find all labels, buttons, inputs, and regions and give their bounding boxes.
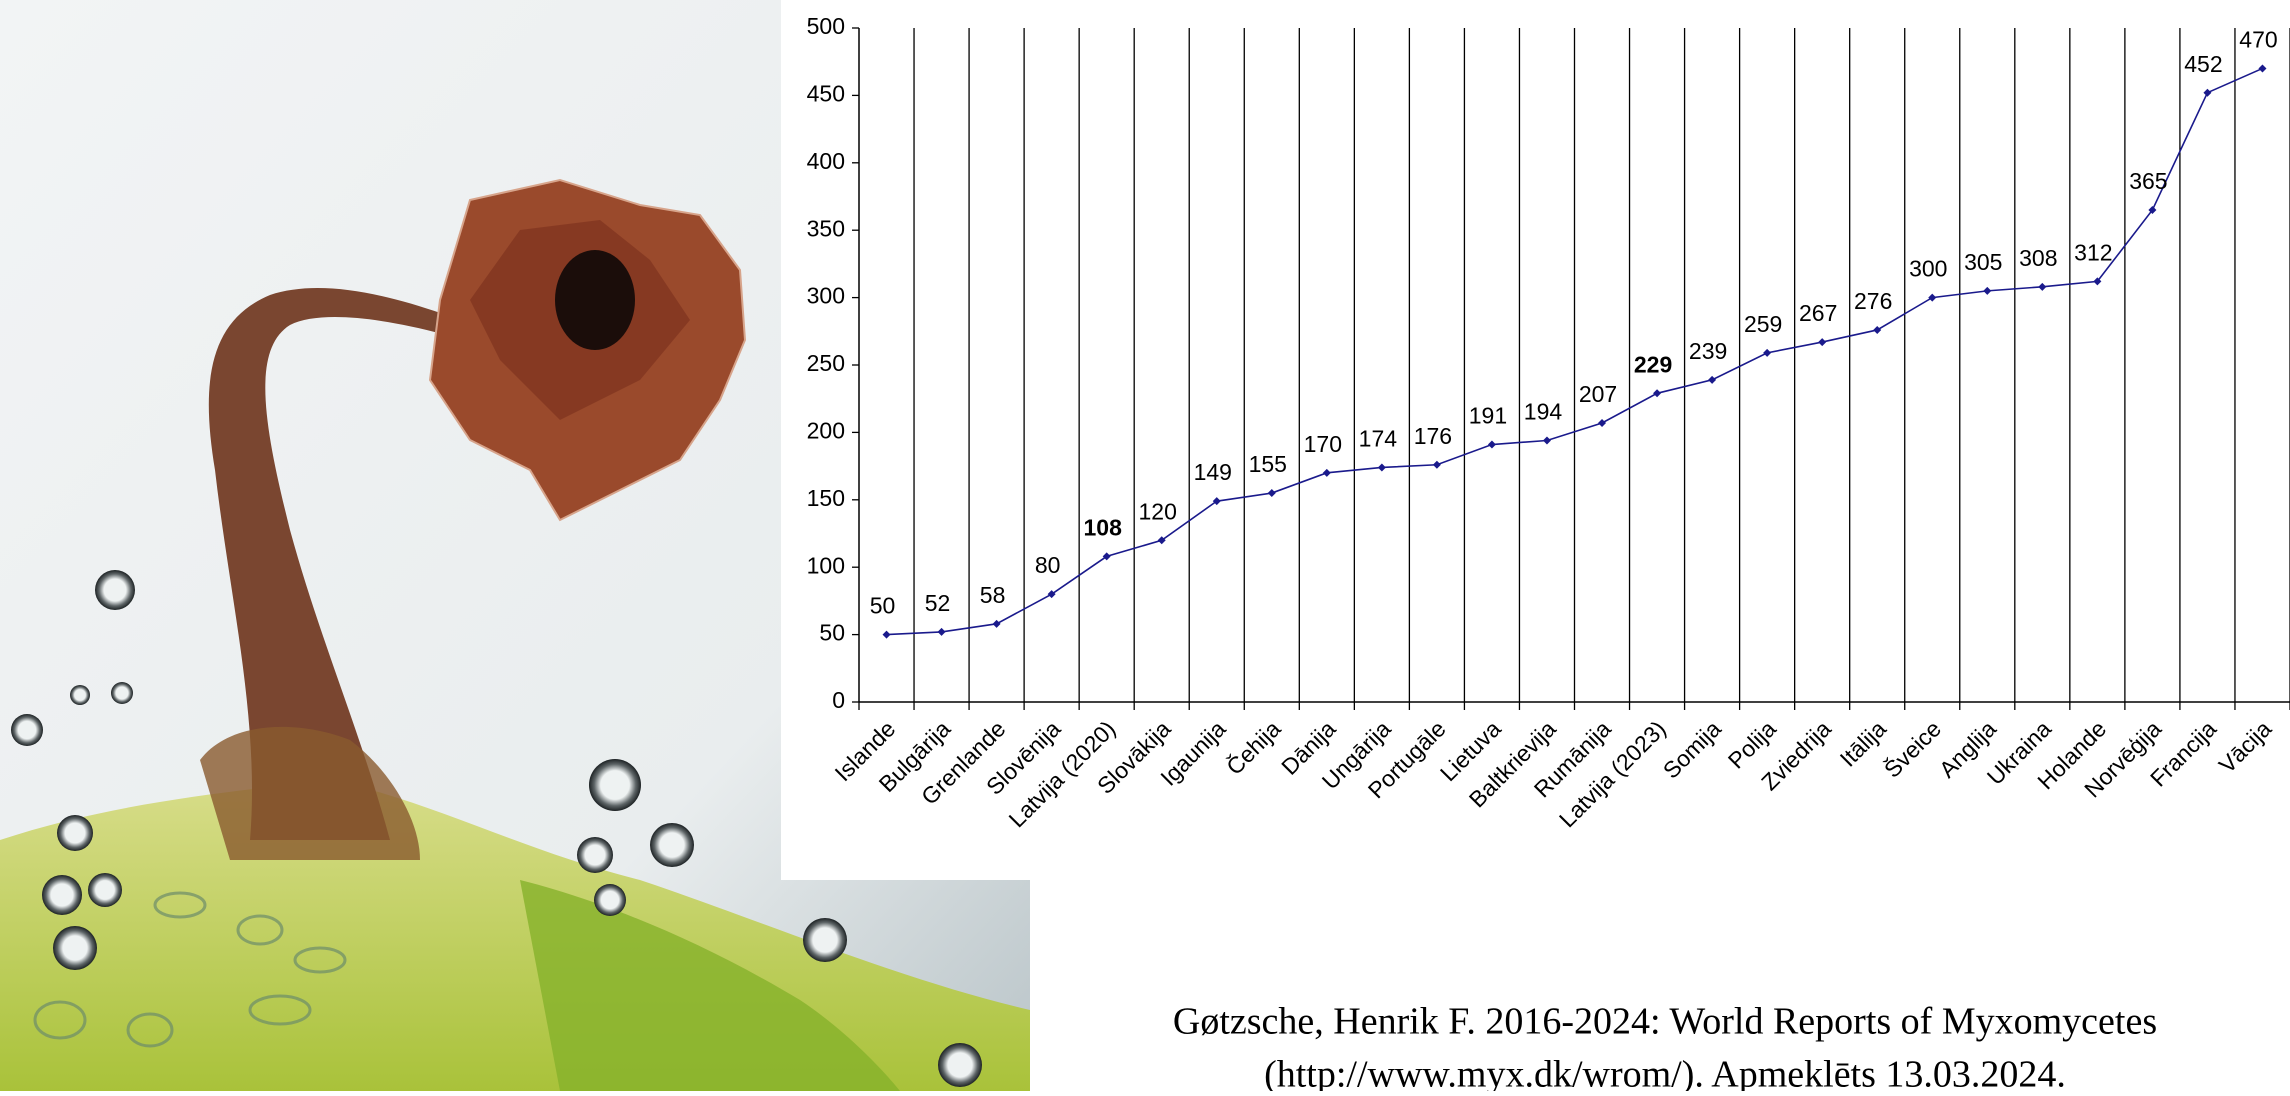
data-label: 191 bbox=[1469, 403, 1507, 429]
y-tick-label: 200 bbox=[807, 417, 845, 443]
data-label: 305 bbox=[1964, 249, 2002, 275]
y-tick-label: 100 bbox=[807, 552, 845, 578]
data-label: 194 bbox=[1524, 399, 1563, 425]
data-label: 170 bbox=[1304, 431, 1342, 457]
data-label: 229 bbox=[1634, 351, 1672, 377]
citation: (http://www.myx.dk/wrom/). Apmeklēts 13.… bbox=[1264, 1054, 2066, 1091]
y-tick-label: 500 bbox=[807, 13, 845, 39]
data-label: 120 bbox=[1139, 498, 1177, 524]
data-label: 267 bbox=[1799, 300, 1837, 326]
data-label: 52 bbox=[925, 590, 951, 616]
data-label: 176 bbox=[1414, 423, 1452, 449]
data-label: 149 bbox=[1194, 459, 1232, 485]
data-label: 308 bbox=[2019, 245, 2057, 271]
data-label: 80 bbox=[1035, 552, 1061, 578]
data-label: 312 bbox=[2074, 240, 2112, 266]
citation: Gøtzsche, Henrik F. 2016-2024: World Rep… bbox=[1173, 1001, 2157, 1043]
page: 0 50 100 150 200 250 300 350 400 450 500 50 52 58 80 10… bbox=[0, 0, 2290, 1091]
y-tick-label: 450 bbox=[807, 80, 845, 106]
data-label: 300 bbox=[1909, 256, 1947, 282]
data-label: 58 bbox=[980, 582, 1006, 608]
data-label: 259 bbox=[1744, 311, 1782, 337]
data-label: 174 bbox=[1359, 426, 1398, 452]
data-label: 207 bbox=[1579, 381, 1617, 407]
data-label: 365 bbox=[2129, 168, 2167, 194]
data-label: 50 bbox=[870, 593, 896, 619]
y-tick-label: 250 bbox=[807, 350, 845, 376]
y-tick-label: 0 bbox=[832, 687, 845, 713]
data-label: 276 bbox=[1854, 288, 1892, 314]
data-label: 108 bbox=[1083, 514, 1122, 540]
y-tick-label: 50 bbox=[819, 620, 845, 646]
y-tick-label: 350 bbox=[807, 215, 845, 241]
y-tick-label: 400 bbox=[807, 148, 845, 174]
data-label: 452 bbox=[2184, 51, 2222, 77]
data-label: 155 bbox=[1249, 451, 1287, 477]
y-tick-label: 300 bbox=[807, 283, 845, 309]
data-label: 470 bbox=[2239, 27, 2277, 53]
data-label: 239 bbox=[1689, 338, 1727, 364]
y-tick-label: 150 bbox=[807, 485, 845, 511]
